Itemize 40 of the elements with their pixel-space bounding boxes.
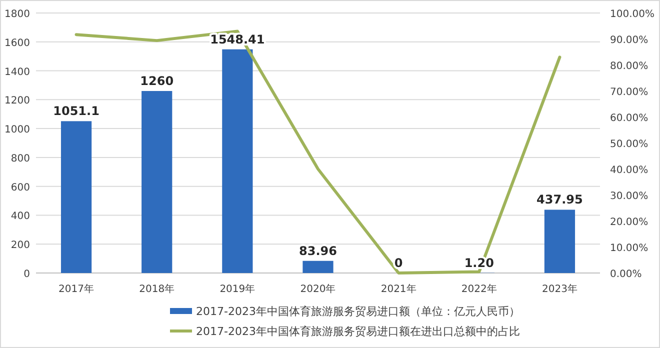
y-tick-label: 400 xyxy=(10,211,30,222)
data-label: 1260 xyxy=(140,74,174,88)
y2-tick-label: 60.00% xyxy=(610,113,648,124)
y2-tick-label: 10.00% xyxy=(610,243,648,254)
y2-tick-label: 90.00% xyxy=(610,35,648,46)
y-tick-label: 200 xyxy=(10,240,30,252)
x-tick-label: 2017年 xyxy=(58,283,94,295)
bar xyxy=(142,91,172,273)
bar xyxy=(60,121,92,273)
bar xyxy=(544,210,576,273)
legend-label: 2017-2023年中国体育旅游服务贸易进口额（单位：亿元人民币） xyxy=(196,305,520,318)
y2-tick-label: 70.00% xyxy=(610,87,648,98)
y2-tick-label: 40.00% xyxy=(610,165,648,176)
y2-tick-label: 100.00% xyxy=(610,9,654,20)
data-label: 437.95 xyxy=(536,192,583,207)
y-tick-label: 0 xyxy=(24,269,30,280)
x-tick-label: 2020年 xyxy=(300,283,336,295)
x-tick-label: 2019年 xyxy=(220,283,256,295)
legend-label: 2017-2023年中国体育旅游服务贸易进口额在进出口总额中的占比 xyxy=(196,325,520,338)
y2-tick-label: 0.00% xyxy=(610,269,642,280)
y-tick-label: 1400 xyxy=(4,66,30,78)
bar xyxy=(302,260,334,273)
y-tick-label: 1000 xyxy=(4,124,30,136)
x-tick-label: 2018年 xyxy=(139,283,175,295)
x-tick-label: 2023年 xyxy=(542,283,578,295)
data-label: 0 xyxy=(394,256,403,270)
y2-tick-label: 50.00% xyxy=(610,139,648,150)
y2-tick-label: 30.00% xyxy=(610,191,648,202)
y-tick-label: 800 xyxy=(10,153,30,164)
y-tick-label: 1600 xyxy=(4,38,30,49)
data-label: 1051.1 xyxy=(53,104,100,118)
data-label: 83.96 xyxy=(299,244,337,258)
y-tick-label: 1800 xyxy=(4,9,30,20)
x-tick-label: 2021年 xyxy=(380,283,416,295)
bar xyxy=(222,49,253,273)
y-tick-label: 1200 xyxy=(4,96,30,107)
x-tick-label: 2022年 xyxy=(461,283,497,295)
y2-tick-label: 80.00% xyxy=(610,61,648,72)
y-tick-label: 600 xyxy=(10,182,30,194)
y2-tick-label: 20.00% xyxy=(610,217,648,228)
